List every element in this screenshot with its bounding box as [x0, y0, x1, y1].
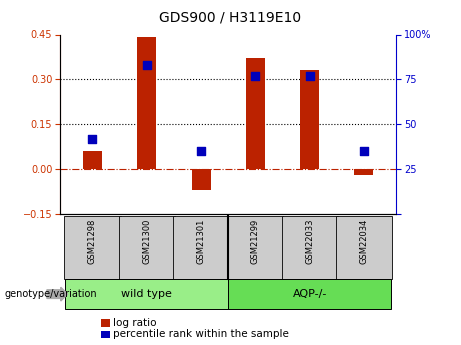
Point — [306, 73, 313, 79]
Point — [252, 73, 259, 79]
Bar — [83, 151, 102, 169]
Bar — [192, 169, 211, 190]
Bar — [300, 70, 319, 169]
Point — [143, 62, 150, 68]
Text: GSM21300: GSM21300 — [142, 219, 151, 264]
Bar — [355, 169, 373, 175]
Point — [197, 148, 205, 154]
Text: percentile rank within the sample: percentile rank within the sample — [113, 329, 289, 339]
Point — [360, 148, 367, 154]
Text: GSM21301: GSM21301 — [196, 219, 206, 264]
Text: GDS900 / H3119E10: GDS900 / H3119E10 — [160, 10, 301, 24]
Text: log ratio: log ratio — [113, 318, 156, 327]
Text: wild type: wild type — [121, 289, 172, 299]
Text: GSM21298: GSM21298 — [88, 219, 97, 264]
Point — [89, 136, 96, 141]
Text: GSM22033: GSM22033 — [305, 219, 314, 264]
Text: genotype/variation: genotype/variation — [5, 289, 97, 299]
Text: GSM22034: GSM22034 — [360, 219, 368, 264]
Text: AQP-/-: AQP-/- — [292, 289, 327, 299]
Bar — [246, 58, 265, 169]
Text: GSM21299: GSM21299 — [251, 219, 260, 264]
Bar — [137, 38, 156, 169]
